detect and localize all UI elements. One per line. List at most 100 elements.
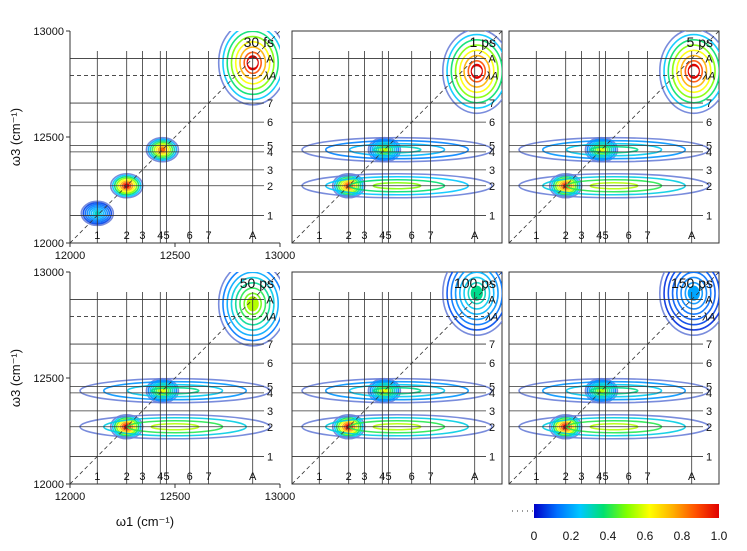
peak-label-bottom: 4 bbox=[379, 230, 385, 242]
panel-time-label: 5 ps bbox=[687, 34, 713, 50]
diagonal-line bbox=[70, 272, 280, 484]
contour-line bbox=[147, 379, 178, 403]
peak-label-bottom: 7 bbox=[206, 471, 212, 483]
lambda-label: λA bbox=[485, 312, 499, 324]
peak-label-bottom: 6 bbox=[626, 230, 632, 242]
peak-label-bottom: 3 bbox=[361, 471, 367, 483]
panel-content bbox=[509, 272, 719, 484]
contour-line bbox=[301, 377, 493, 404]
peak-label-right: 6 bbox=[267, 358, 273, 370]
peak-label-bottom: 5 bbox=[164, 471, 170, 483]
x-tick-label: 12000 bbox=[55, 250, 86, 262]
axis-labels: ω1 (cm⁻¹) bbox=[116, 514, 174, 529]
lambda-label: λA bbox=[702, 312, 716, 324]
x-tick-label: 13000 bbox=[265, 250, 296, 262]
contour-line bbox=[373, 141, 396, 159]
peak-label-right: 3 bbox=[706, 165, 712, 177]
peak-label-right: 5 bbox=[489, 140, 495, 152]
peak-label-bottom: 6 bbox=[187, 230, 193, 242]
colorbar-tick-label: 0.6 bbox=[637, 529, 654, 543]
peak-label-bottom: 5 bbox=[386, 471, 392, 483]
x-tick-label: 12500 bbox=[160, 250, 191, 262]
y-tick-label: 13000 bbox=[33, 267, 64, 279]
peak-label-bottom: 3 bbox=[578, 471, 584, 483]
contour-line bbox=[126, 383, 224, 398]
contour-peak bbox=[687, 285, 700, 301]
panel-time-label: 100 ps bbox=[454, 275, 496, 291]
peak-label-right: 2 bbox=[706, 422, 712, 434]
peak-label-bottom: 2 bbox=[346, 471, 352, 483]
contour-peak-center bbox=[688, 66, 699, 77]
peak-label-right: 1 bbox=[267, 210, 273, 222]
peak-label-right: 3 bbox=[267, 165, 273, 177]
peak-label-right: 1 bbox=[489, 210, 495, 222]
peak-label-right: 7 bbox=[706, 339, 712, 351]
colorbar-tick-label: 0.2 bbox=[563, 529, 580, 543]
contour-line bbox=[541, 380, 687, 401]
peak-label-right: 3 bbox=[489, 165, 495, 177]
y-tick-label: 13000 bbox=[33, 26, 64, 38]
contour-line bbox=[324, 380, 470, 401]
contour-line bbox=[589, 386, 639, 395]
contour-line bbox=[663, 33, 719, 109]
peak-label-right: 4 bbox=[706, 388, 712, 400]
peak-label-right: 5 bbox=[706, 140, 712, 152]
peak-label-bottom: 1 bbox=[316, 471, 322, 483]
y-axis-label: ω3 (cm⁻¹) bbox=[8, 349, 23, 407]
peak-label-bottom: 5 bbox=[603, 230, 609, 242]
contour-line bbox=[102, 380, 248, 401]
lambda-label: λA bbox=[263, 71, 277, 83]
contour-line bbox=[147, 138, 178, 162]
colorbar-tick-label: 0.4 bbox=[600, 529, 617, 543]
peak-label-right: 4 bbox=[267, 147, 273, 159]
colorbar-tick-label: 1.0 bbox=[711, 529, 728, 543]
contour-line bbox=[373, 382, 396, 400]
peak-label-bottom: A bbox=[249, 230, 257, 242]
contour-line bbox=[659, 272, 719, 336]
peak-label-bottom: A bbox=[688, 230, 696, 242]
peak-label-right: 7 bbox=[267, 339, 273, 351]
peak-label-bottom: 6 bbox=[187, 471, 193, 483]
contour-line bbox=[590, 141, 613, 159]
peak-label-right: 7 bbox=[267, 98, 273, 110]
peak-label-bottom: 5 bbox=[386, 230, 392, 242]
contour-line bbox=[446, 272, 502, 331]
contour-line bbox=[684, 281, 704, 305]
contour-line bbox=[458, 49, 495, 94]
peak-label-bottom: A bbox=[688, 471, 696, 483]
peak-label-right: 2 bbox=[267, 181, 273, 193]
x-tick-label: 13000 bbox=[265, 491, 296, 503]
peak-label-right: 6 bbox=[267, 117, 273, 129]
diagonal-line bbox=[292, 272, 502, 484]
peak-label-bottom: 2 bbox=[124, 471, 130, 483]
peak-label-right: 1 bbox=[706, 451, 712, 463]
panel-time-label: 30 fs bbox=[244, 34, 274, 50]
peak-label-bottom: A bbox=[249, 471, 257, 483]
lambda-label: λA bbox=[263, 312, 277, 324]
contour-line bbox=[541, 139, 687, 160]
peak-label-right: 3 bbox=[489, 406, 495, 418]
contour-line bbox=[301, 136, 493, 163]
peak-label-right: 3 bbox=[267, 406, 273, 418]
contour-peak bbox=[470, 285, 483, 301]
contour-line bbox=[454, 272, 499, 321]
peak-label-right: 3 bbox=[706, 406, 712, 418]
peak-label-right: 2 bbox=[489, 422, 495, 434]
peak-label-right: 6 bbox=[706, 117, 712, 129]
contour-line bbox=[680, 54, 708, 88]
contour-line bbox=[659, 31, 719, 115]
peak-label-bottom: 2 bbox=[346, 230, 352, 242]
diagonal-line bbox=[70, 31, 280, 243]
peak-label-bottom: 1 bbox=[316, 230, 322, 242]
contour-line bbox=[369, 138, 400, 162]
contour-line bbox=[145, 136, 180, 163]
peak-label-bottom: 1 bbox=[94, 471, 100, 483]
diagonal-line bbox=[509, 272, 719, 484]
peak-label-bottom: 6 bbox=[409, 471, 415, 483]
